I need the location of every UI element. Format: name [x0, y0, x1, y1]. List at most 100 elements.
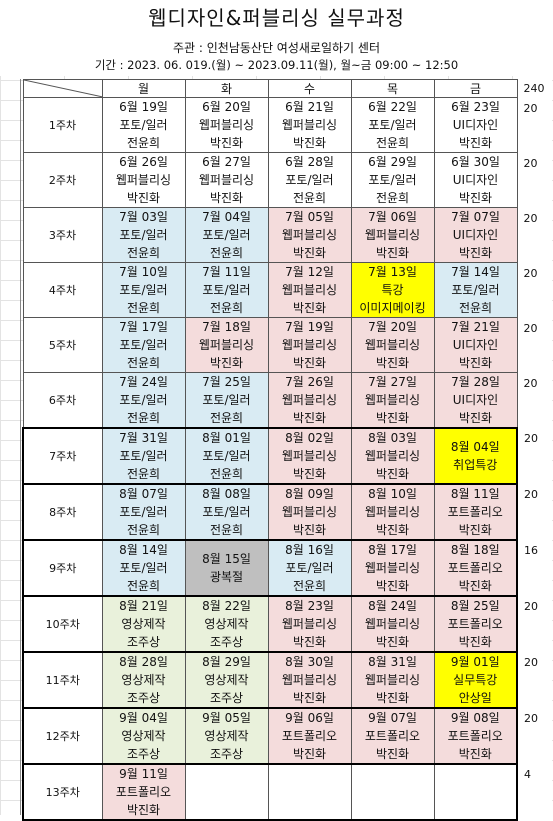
cell-teacher: 조주상	[209, 747, 244, 761]
week-label: 2주차	[22, 152, 103, 208]
week-row: 11주차 8월 28일 영상제작 조주상 8월 29일 영상제작 조주상 8월 30일 웹퍼블리…	[22, 651, 552, 709]
schedule-cell: 6월 22일 포토/일러 전윤희	[350, 97, 435, 153]
week-row: 9주차 8월 14일 포토/일러 전윤희 8월 15일 광복절 8월 16일 포토/일러 전윤희…	[22, 539, 552, 597]
week-label: 3주차	[22, 207, 103, 263]
cell-teacher: 전윤희	[126, 523, 161, 537]
cell-subject: 포토/일러	[202, 228, 251, 242]
cell-date: 6월 27일	[202, 155, 251, 169]
cell-teacher: 전윤희	[209, 246, 244, 260]
cell-date: 7월 12일	[285, 265, 334, 279]
cell-teacher: 전윤희	[209, 523, 244, 537]
schedule-cell: 8월 03일 웹퍼블리싱 박진화	[350, 427, 435, 485]
cell-teacher: 박진화	[126, 803, 161, 817]
cell-date: 7월 13일	[368, 265, 417, 279]
cell-date: 6월 21일	[285, 100, 334, 114]
schedule-cell: 8월 25일 포트폴리오 박진화	[433, 595, 518, 653]
week-label: 11주차	[22, 651, 103, 709]
cell-date: 8월 18일	[450, 543, 500, 557]
cell-subject: 영상제작	[204, 617, 249, 631]
cell-subject: 포토/일러	[119, 283, 168, 297]
cell-date: 7월 21일	[451, 320, 500, 334]
schedule-cell: 8월 14일 포토/일러 전윤희	[101, 539, 186, 597]
cell-subject: 취업특강	[453, 458, 498, 472]
cell-teacher: 박진화	[458, 411, 493, 425]
week-hours: 20	[517, 152, 552, 208]
cell-teacher: 조주상	[209, 691, 244, 705]
cell-date: 7월 17일	[119, 320, 168, 334]
schedule-cell: 7월 21일 UI디자인 박진화	[433, 317, 518, 373]
schedule-cell: 7월 05일 웹퍼블리싱 박진화	[267, 207, 352, 263]
cell-date: 6월 26일	[119, 155, 168, 169]
cell-date: 7월 26일	[285, 375, 334, 389]
schedule-cell: 7월 13일 특강 이미지메이킹	[350, 262, 435, 318]
cell-subject: 웹퍼블리싱	[364, 338, 421, 352]
schedule-cell: 8월 11일 포트폴리오 박진화	[433, 483, 518, 541]
schedule-cell: 9월 08일 포트폴리오 박진화	[433, 707, 518, 765]
week-hours: 20	[517, 652, 552, 708]
cell-date: 7월 25일	[202, 375, 251, 389]
day-header-fri: 금	[433, 79, 518, 98]
schedule-cell: 8월 04일 취업특강	[433, 427, 518, 485]
week-row: 13주차 9월 11일 포트폴리오 박진화 4	[22, 763, 552, 821]
cell-date: 8월 02일	[285, 431, 334, 445]
schedule-cell: 8월 09일 웹퍼블리싱 박진화	[267, 483, 352, 541]
schedule-cell: 6월 30일 UI디자인 박진화	[433, 152, 518, 208]
cell-subject: 웹퍼블리싱	[364, 505, 421, 519]
cell-teacher: 박진화	[375, 411, 410, 425]
cell-date: 6월 20일	[202, 100, 251, 114]
cell-date: 7월 06일	[368, 210, 417, 224]
schedule-cell: 8월 30일 웹퍼블리싱 박진화	[267, 651, 352, 709]
cell-date: 8월 30일	[285, 655, 334, 669]
cell-teacher: 전윤희	[209, 467, 244, 481]
schedule-cell: 7월 12일 웹퍼블리싱 박진화	[267, 262, 352, 318]
cell-subject: 포트폴리오	[447, 729, 503, 743]
cell-date: 8월 03일	[368, 431, 417, 445]
schedule-cell: 6월 26일 웹퍼블리싱 박진화	[101, 152, 186, 208]
cell-subject: 웹퍼블리싱	[364, 561, 421, 575]
schedule-cell: 7월 11일 포토/일러 전윤희	[184, 262, 269, 318]
week-row: 5주차 7월 17일 포토/일러 전윤희 7월 18일 웹퍼블리싱 박진화 7월 19일 웹퍼블…	[22, 317, 552, 373]
cell-subject: 포트폴리오	[115, 785, 172, 799]
cell-teacher: 박진화	[458, 136, 493, 150]
cell-teacher: 박진화	[458, 635, 492, 649]
week-row: 10주차 8월 21일 영상제작 조주상 8월 22일 영상제작 조주상 8월 23일 웹퍼블리…	[22, 595, 552, 653]
cell-teacher: 박진화	[209, 356, 244, 370]
cell-subject: 포트폴리오	[447, 617, 503, 631]
week-label: 6주차	[22, 372, 103, 429]
cell-date: 7월 18일	[202, 320, 251, 334]
schedule-cell: 7월 19일 웹퍼블리싱 박진화	[267, 317, 352, 373]
cell-date: 7월 27일	[368, 375, 417, 389]
cell-date: 6월 23일	[451, 100, 500, 114]
cell-subject: 포트폴리오	[447, 561, 503, 575]
cell-date: 7월 05일	[285, 210, 334, 224]
cell-subject: 포토/일러	[285, 173, 334, 187]
schedule-table: 월 화 수 목 금 240 1주차 6월 19일 포토/일러 전윤희 6월 20일 웹퍼블…	[22, 79, 553, 821]
cell-subject: 웹퍼블리싱	[364, 393, 421, 407]
cell-subject: 광복절	[209, 570, 244, 584]
day-header-thu: 목	[350, 79, 435, 98]
week-hours: 20	[517, 708, 552, 764]
sheet-column-line	[20, 79, 21, 815]
cell-subject: 포트폴리오	[447, 505, 503, 519]
cell-date: 8월 11일	[450, 487, 500, 501]
cell-subject: 영상제작	[204, 673, 249, 687]
cell-teacher: 전윤희	[126, 467, 161, 481]
schedule-cell	[433, 763, 518, 821]
cell-date: 9월 08일	[450, 711, 500, 725]
cell-teacher: 박진화	[292, 467, 327, 481]
cell-subject: 포토/일러	[119, 338, 168, 352]
week-label: 12주차	[22, 707, 103, 765]
cell-teacher: 박진화	[292, 246, 327, 260]
cell-teacher: 박진화	[126, 191, 161, 205]
cell-subject: 웹퍼블리싱	[198, 118, 255, 132]
schedule-cell: 8월 01일 포토/일러 전윤희	[184, 427, 269, 485]
cell-subject: UI디자인	[452, 393, 499, 407]
header-area: 웹디자인&퍼블리싱 실무과정 주관 : 인천남동산단 여성새로일하기 센터 기간…	[0, 0, 553, 76]
cell-teacher: 박진화	[458, 356, 493, 370]
cell-teacher: 조주상	[126, 691, 161, 705]
cell-subject: 포토/일러	[368, 118, 417, 132]
cell-teacher: 박진화	[209, 191, 244, 205]
cell-teacher: 박진화	[292, 301, 327, 315]
week-hours: 4	[517, 764, 552, 820]
